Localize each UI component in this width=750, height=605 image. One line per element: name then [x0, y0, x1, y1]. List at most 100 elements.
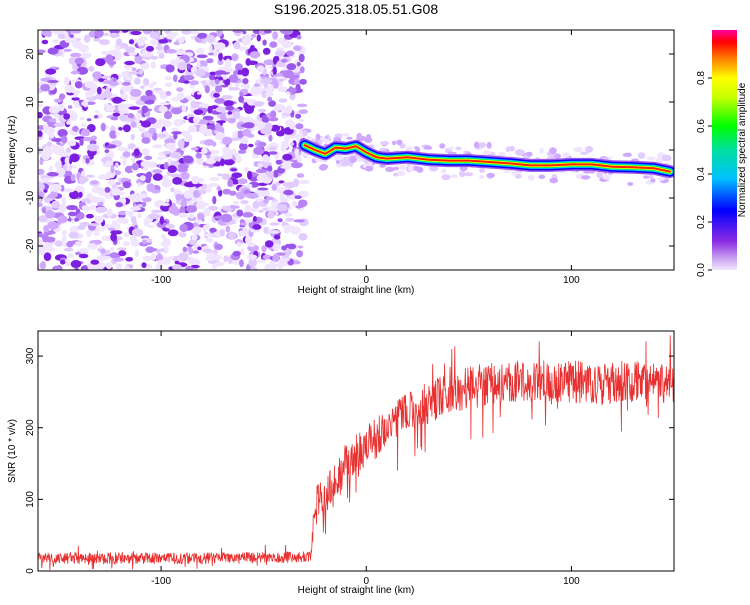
noise-speckle [285, 50, 295, 57]
noise-speckle [165, 33, 176, 40]
noise-speckle [239, 259, 244, 268]
noise-speckle [205, 159, 216, 165]
noise-speckle [261, 245, 267, 253]
noise-speckle [179, 205, 186, 215]
noise-speckle [225, 225, 231, 233]
noise-speckle [81, 205, 89, 211]
noise-speckle [81, 123, 87, 128]
noise-speckle [208, 52, 214, 56]
noise-speckle [282, 181, 287, 187]
noise-speckle [138, 69, 144, 75]
noise-speckle [50, 190, 58, 198]
noise-speckle [86, 174, 95, 178]
track-halo-speckle [346, 136, 353, 140]
noise-speckle [122, 181, 131, 189]
noise-speckle [193, 109, 204, 115]
noise-speckle [257, 141, 267, 147]
noise-speckle [133, 148, 140, 156]
noise-speckle [275, 159, 283, 165]
colorbar-gradient [712, 30, 737, 270]
noise-speckle [240, 222, 247, 226]
track-halo-speckle [511, 171, 518, 176]
noise-speckle [283, 189, 294, 196]
noise-speckle [193, 226, 202, 235]
noise-speckle [274, 104, 286, 111]
track-halo-speckle [396, 139, 403, 145]
noise-speckle [279, 81, 283, 87]
noise-speckle [252, 215, 257, 222]
noise-speckle [130, 238, 140, 247]
noise-speckle [128, 212, 134, 218]
noise-speckle [53, 122, 66, 128]
noise-speckle [68, 253, 75, 259]
noise-speckle [69, 153, 80, 163]
noise-speckle [186, 63, 191, 70]
track-ridge [303, 144, 671, 173]
track-halo-speckle [498, 151, 506, 157]
noise-speckle [158, 105, 168, 113]
noise-speckle [241, 67, 250, 77]
noise-speckle [211, 263, 217, 269]
spectrogram-xlabel: Height of straight line (km) [298, 285, 415, 296]
noise-speckle [125, 46, 136, 53]
noise-speckle [293, 45, 302, 52]
noise-speckle [269, 146, 278, 151]
noise-speckle [236, 209, 244, 217]
noise-speckle [242, 212, 254, 218]
track-halo-speckle [657, 177, 665, 181]
noise-speckle [185, 205, 198, 213]
noise-speckle [221, 95, 233, 100]
track-halo-speckle [583, 170, 592, 174]
noise-speckle [130, 133, 135, 141]
noise-speckle [79, 116, 85, 121]
track-halo-speckle [315, 133, 321, 141]
noise-speckle [150, 253, 157, 261]
noise-speckle [164, 76, 172, 81]
noise-speckle [67, 211, 78, 217]
spectrogram-ytick-label: 10 [25, 96, 36, 108]
noise-speckle [130, 206, 142, 211]
noise-speckle [248, 258, 258, 268]
noise-speckle [89, 223, 100, 227]
noise-speckle [179, 38, 184, 44]
noise-speckle [101, 50, 109, 55]
noise-speckle [116, 247, 128, 251]
noise-speckle [97, 174, 109, 180]
snr-xtick-label: 0 [363, 576, 369, 587]
noise-speckle [273, 235, 281, 240]
noise-speckle [236, 241, 242, 247]
noise-speckle [149, 32, 160, 39]
noise-speckle [261, 90, 268, 99]
noise-speckle [47, 221, 59, 230]
noise-speckle [128, 39, 135, 45]
noise-speckle [57, 215, 68, 224]
noise-speckle [70, 260, 82, 268]
snr-xtick-label: 100 [563, 576, 580, 587]
noise-speckle [203, 233, 215, 238]
noise-speckle [142, 256, 153, 261]
track-halo-speckle [340, 163, 350, 167]
noise-speckle [257, 187, 269, 191]
noise-speckle [93, 115, 99, 119]
noise-speckle [180, 199, 187, 208]
noise-speckle [74, 185, 85, 193]
noise-speckle [197, 246, 202, 251]
noise-speckle [64, 38, 75, 43]
noise-speckle [125, 257, 134, 262]
noise-speckle [214, 243, 223, 251]
noise-speckle [165, 198, 170, 203]
track-halo-speckle [538, 174, 546, 179]
noise-speckle [299, 78, 307, 85]
track-halo-speckle [514, 149, 525, 156]
noise-speckle [96, 262, 106, 269]
noise-speckle [104, 186, 111, 193]
noise-speckle [70, 52, 82, 58]
noise-speckle [38, 130, 43, 137]
track-halo-speckle [356, 135, 367, 142]
noise-speckle [286, 105, 292, 112]
noise-speckle [206, 252, 216, 261]
noise-speckle [156, 119, 167, 125]
noise-speckle [95, 58, 106, 67]
noise-speckle [240, 137, 249, 144]
